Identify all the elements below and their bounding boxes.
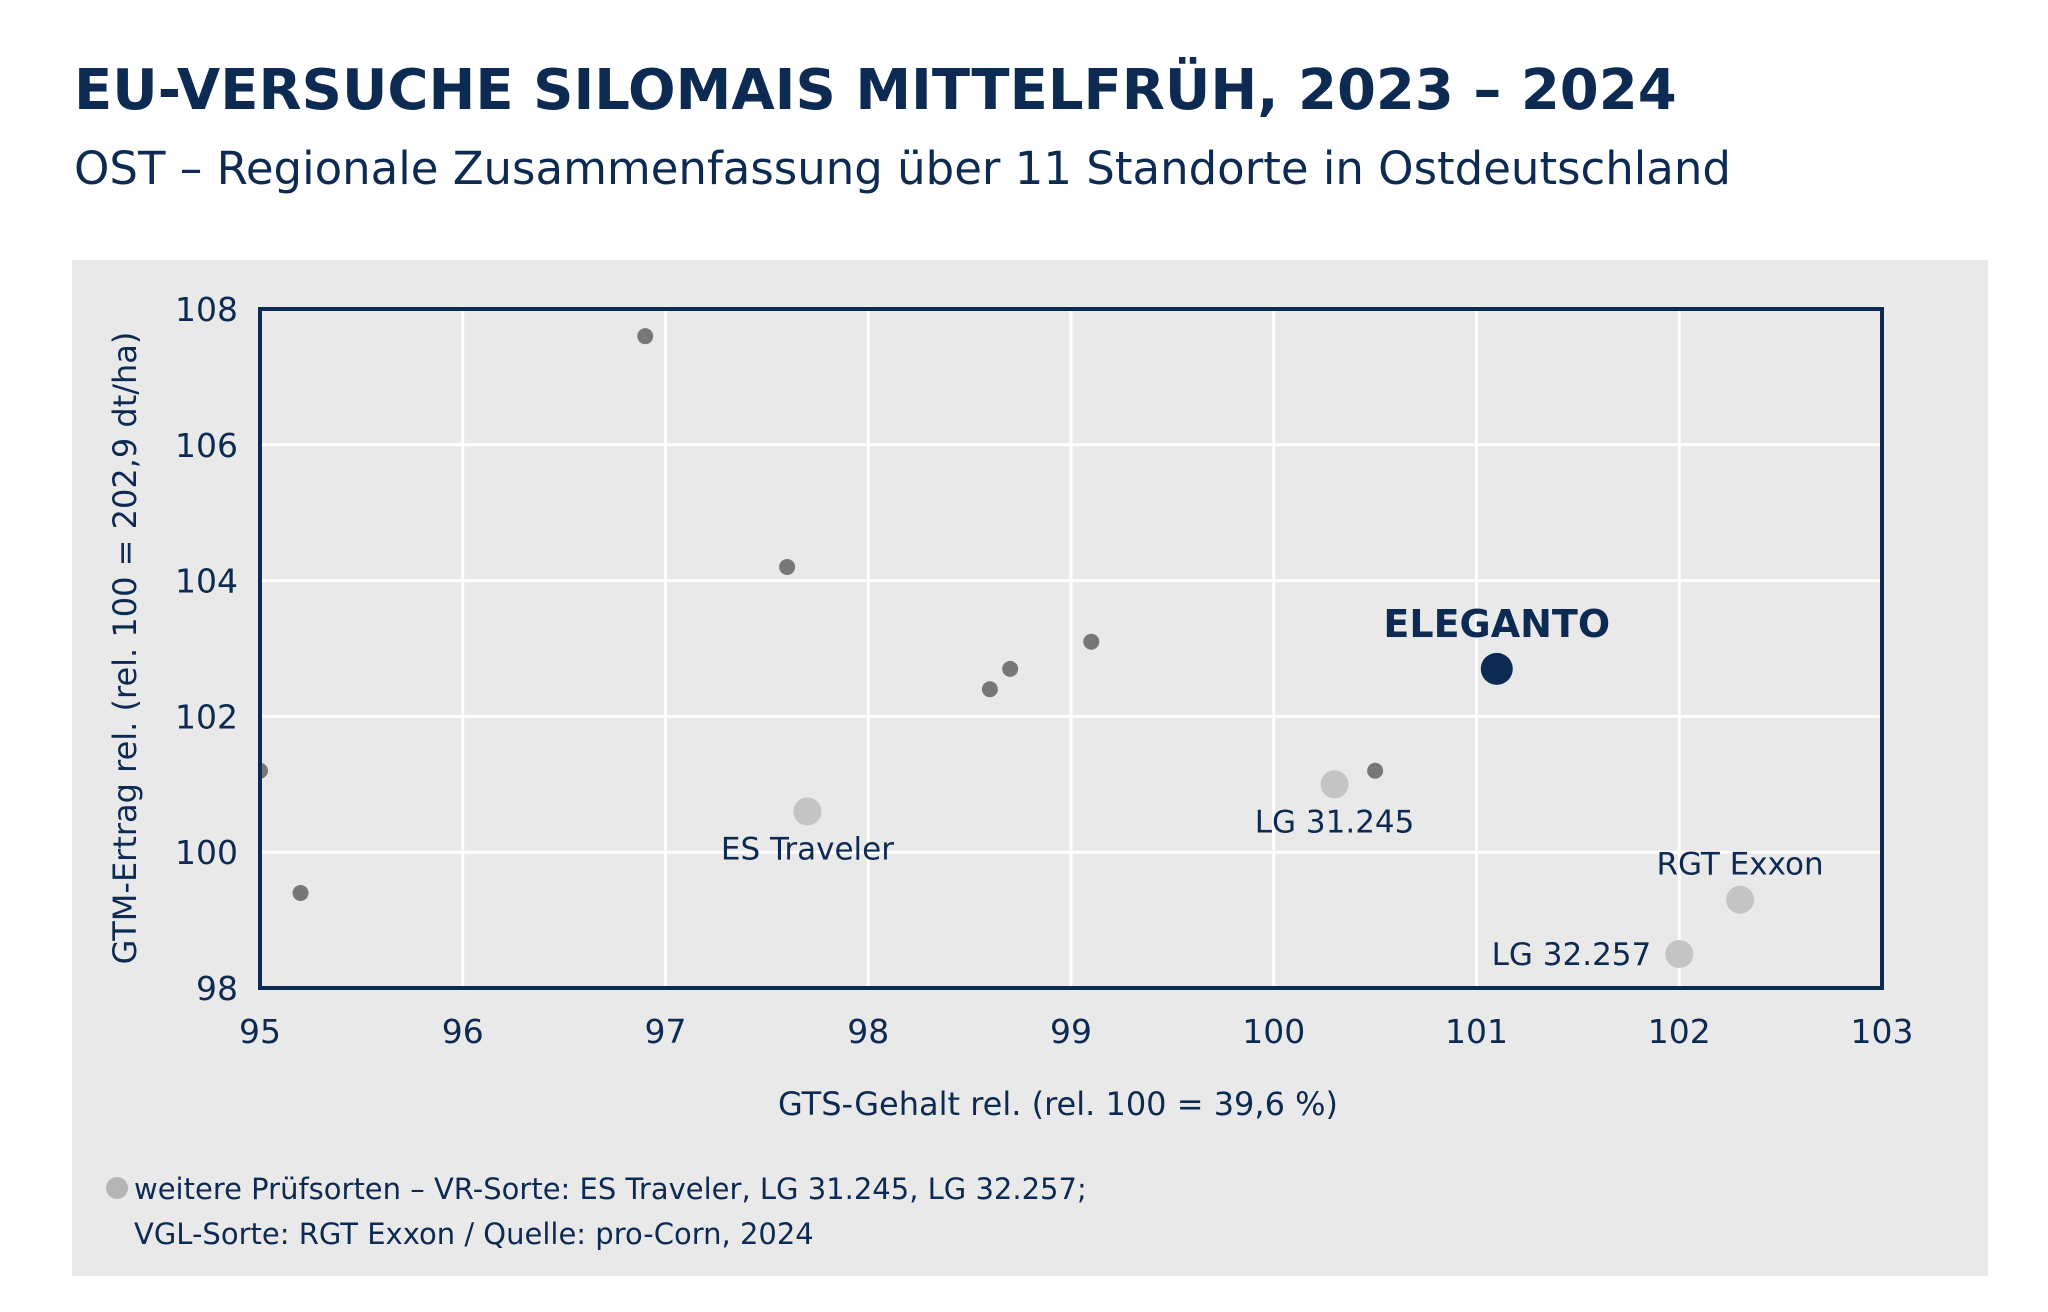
data-point (779, 559, 796, 576)
y-tick-label: 106 (175, 426, 238, 465)
data-point (1083, 633, 1100, 650)
point-label: RGT Exxon (1656, 847, 1823, 883)
x-tick-label: 98 (847, 1012, 889, 1051)
data-point (292, 884, 309, 901)
y-tick-label: 102 (175, 697, 238, 736)
point-labels: ES Traveler LG 31.245 RGT Exxon LG 32.257 EL… (721, 602, 1824, 973)
x-tick-label: 101 (1445, 1012, 1508, 1051)
reference-point (1726, 885, 1755, 914)
page-title: EU-VERSUCHE SILOMAIS MITTELFRÜH, 2023 – … (74, 58, 1677, 123)
x-tick-label: 100 (1242, 1012, 1305, 1051)
y-tick-label: 108 (175, 290, 238, 329)
point-label: ELEGANTO (1383, 602, 1610, 646)
highlight-point (1480, 652, 1513, 685)
point-label: LG 31.245 (1255, 804, 1415, 840)
legend-dot-icon (106, 1177, 128, 1199)
x-axis-label: GTS-Gehalt rel. (rel. 100 = 39,6 %) (778, 1085, 1338, 1123)
point-label: LG 32.257 (1492, 937, 1652, 973)
grid-lines (260, 309, 1882, 988)
reference-point (793, 797, 822, 826)
x-tick-label: 99 (1050, 1012, 1092, 1051)
data-point (637, 328, 654, 345)
data-point (1367, 762, 1384, 779)
footnote-line-2: VGL-Sorte: RGT Exxon / Quelle: pro-Corn,… (134, 1217, 814, 1251)
x-tick-label: 103 (1851, 1012, 1914, 1051)
page-subtitle: OST – Regionale Zusammenfassung über 11 … (74, 142, 1731, 195)
reference-point (1320, 770, 1349, 799)
x-tick-label: 102 (1648, 1012, 1711, 1051)
footnote-line-1: weitere Prüfsorten – VR-Sorte: ES Travel… (134, 1172, 1087, 1206)
y-tick-label: 104 (175, 562, 238, 601)
data-points (260, 328, 1755, 969)
point-label: ES Traveler (721, 831, 894, 867)
x-tick-label: 95 (239, 1012, 281, 1051)
data-point (1002, 660, 1019, 677)
y-tick-label: 100 (175, 833, 238, 872)
plot-frame (258, 307, 1884, 990)
axis-ticks: 95 96 97 98 99 100 101 102 103 98 100 102 104 106 108 (175, 290, 1914, 1051)
y-tick-label: 98 (196, 969, 238, 1008)
y-axis-label: GTM-Ertrag rel. (rel. 100 = 202,9 dt/ha) (106, 332, 144, 965)
x-tick-label: 96 (442, 1012, 484, 1051)
reference-point (1665, 940, 1694, 969)
footnote: weitere Prüfsorten – VR-Sorte: ES Travel… (106, 1167, 1087, 1257)
chart-panel (72, 260, 1988, 1276)
data-point (981, 681, 998, 698)
x-tick-label: 97 (645, 1012, 687, 1051)
